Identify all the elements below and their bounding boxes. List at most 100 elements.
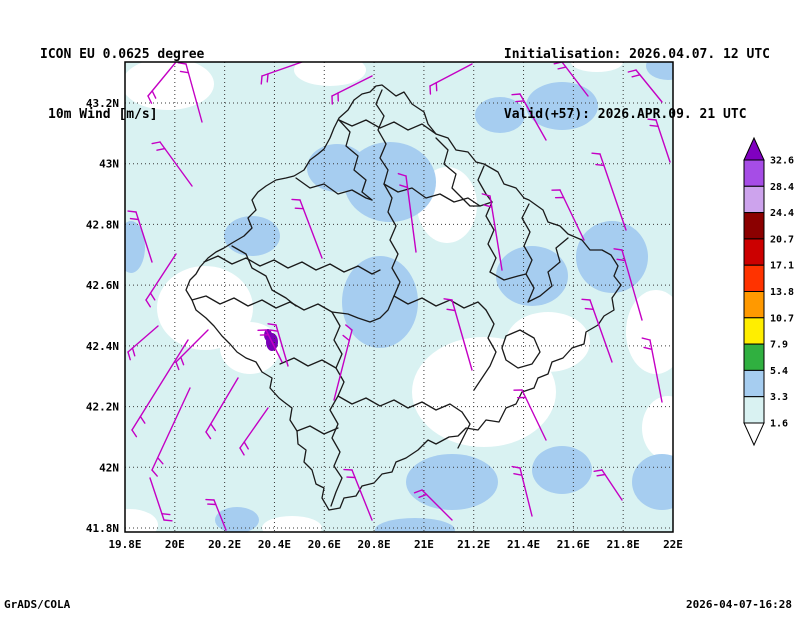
x-axis-label: 19.8E — [108, 538, 141, 551]
calm-area — [626, 290, 673, 374]
wind-barb-feather — [631, 74, 641, 78]
wind-barb-staff — [489, 195, 503, 271]
wind-barb-feather — [413, 489, 423, 494]
wind-barb-feather — [591, 152, 601, 155]
wind-barb-feather — [179, 70, 190, 74]
wind-barb-feather — [156, 457, 164, 465]
wind-barb-feather — [129, 217, 140, 221]
wind-barb-feather — [513, 473, 523, 476]
wind-barb-staff — [521, 389, 547, 441]
wind-barb-staff — [655, 119, 671, 163]
x-axis-label: 21.4E — [507, 538, 540, 551]
calm-area — [412, 337, 556, 447]
calm-area — [157, 266, 253, 350]
wind-barb-feather — [613, 248, 623, 251]
wind-barb-feather — [260, 75, 263, 85]
wind-barb-staff — [145, 253, 177, 301]
wind-barb-feather — [647, 118, 657, 121]
wind-barb-staff — [147, 62, 177, 97]
wind-barb-feather — [175, 361, 180, 371]
wind-barb-feather — [266, 73, 269, 83]
wind-barb-feather — [269, 329, 279, 332]
colorbar: 32.6 28.4 24.4 20.7 17.1 13.8 10.7 7.9 5.4 3.3 1.6 — [743, 136, 794, 447]
y-axis-label: 42.2N — [86, 401, 119, 414]
wind-barb-feather — [127, 210, 137, 213]
district-boundary — [383, 183, 401, 297]
colorbar-label: 24.4 — [770, 208, 794, 219]
wind-barb-feather — [147, 95, 153, 104]
wind-barb-staff — [333, 329, 353, 401]
wind-barb-feather — [481, 193, 491, 197]
wind-barb-feather — [616, 258, 626, 262]
y-axis-label: 42N — [99, 461, 119, 474]
moderate-wind-area — [406, 454, 498, 510]
wind-barb-feather — [596, 473, 606, 477]
moderate-wind-area — [532, 446, 592, 494]
admin-boundaries-layer — [185, 84, 622, 511]
moderate-wind-area — [632, 454, 673, 510]
wind-barb-feather — [399, 184, 409, 189]
wind-barb-staff — [151, 387, 191, 471]
wind-barb-staff — [149, 477, 165, 521]
x-axis-label: 22E — [663, 538, 683, 551]
x-axis-label: 21.6E — [557, 538, 590, 551]
creation-timestamp: 2026-04-07-16:28 — [686, 598, 792, 611]
district-boundary — [477, 165, 493, 203]
latlon-grid-layer — [125, 62, 673, 532]
district-boundary — [331, 311, 345, 397]
x-axis-label: 21.8E — [607, 538, 640, 551]
wind-barb-feather — [127, 351, 131, 361]
wind-barb-feather — [243, 441, 249, 450]
wind-barb-feather — [294, 207, 304, 210]
colorbar-cell — [743, 317, 765, 345]
wind-barb-feather — [595, 163, 605, 167]
wind-barb-staff — [589, 299, 613, 363]
wind-barb-staff — [351, 469, 373, 521]
wind-barb-staff — [261, 62, 303, 77]
wind-barb-feather — [593, 469, 603, 472]
wind-barb-feather — [641, 337, 651, 341]
district-boundary — [473, 309, 497, 391]
wind-barb-staff — [185, 63, 203, 123]
x-axis-label: 21E — [414, 538, 434, 551]
district-boundary — [329, 395, 343, 507]
map-frame — [124, 61, 674, 533]
wind-barb-feather — [443, 298, 453, 301]
calm-area — [125, 509, 158, 532]
outer-boundary — [185, 84, 622, 511]
district-boundary — [191, 295, 333, 313]
x-axis-label: 21.2E — [457, 538, 490, 551]
wind-barb-staff — [405, 175, 417, 253]
wind-barbs-layer — [127, 62, 671, 531]
calm-area — [125, 62, 214, 110]
wind-barb-feather — [205, 431, 212, 440]
moderate-wind-area — [344, 142, 436, 222]
variable-title: 10m Wind [m/s] — [48, 107, 158, 122]
colorbar-label: 7.9 — [770, 340, 788, 351]
district-boundary — [279, 357, 337, 369]
district-boundary — [375, 89, 389, 185]
moderate-wind-area — [496, 246, 568, 306]
wind-barb-feather — [397, 172, 407, 177]
wind-barb-feather — [151, 141, 161, 145]
wind-barb-staff — [649, 339, 663, 403]
axis-labels-layer: 19.8E 20E 20.2E 20.4E 20.6E 20.8E 21E 21.2E 21.4… — [86, 97, 683, 551]
valid-time-label: Valid(+57): 2026.APR.09. 21 UTC — [503, 107, 747, 122]
wind-barb-staff — [519, 93, 547, 141]
district-boundary — [527, 237, 569, 303]
wind-barb-feather — [163, 519, 173, 522]
wind-barb-feather — [446, 308, 456, 312]
wind-barb-feather — [149, 292, 156, 301]
calm-area — [294, 62, 366, 86]
district-boundary — [338, 119, 437, 135]
colorbar-cell — [743, 185, 765, 214]
wind-barb-staff — [429, 63, 473, 87]
district-boundary — [231, 245, 297, 307]
district-boundary — [203, 255, 381, 275]
district-boundary — [331, 295, 395, 323]
wind-barb-staff — [421, 489, 453, 521]
district-boundary — [501, 329, 541, 369]
colorbar-cell — [743, 291, 765, 319]
wind-barb-feather — [131, 347, 136, 357]
